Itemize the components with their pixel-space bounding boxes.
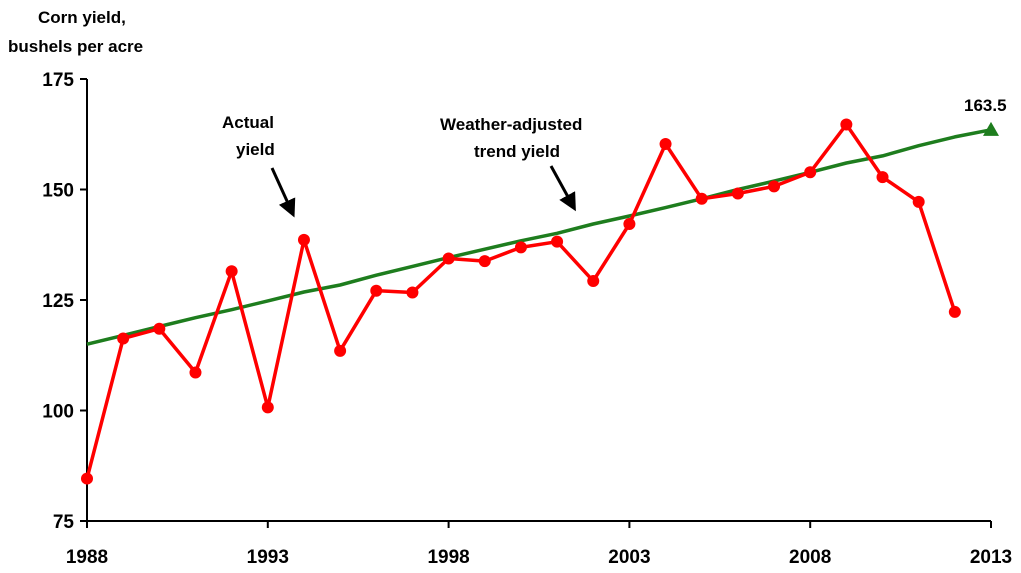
trend-yield-annotation: Weather-adjusted trend yield — [440, 115, 582, 212]
trend-yield-label-line-1: Weather-adjusted — [440, 115, 582, 134]
trend-yield-arrow — [549, 165, 576, 212]
actual-yield-point-1996 — [370, 284, 383, 297]
x-tick-label-2008: 2008 — [789, 547, 831, 568]
actual-yield-point-1998 — [442, 252, 455, 265]
y-tick-label-100: 100 — [42, 402, 74, 423]
x-tick-label-1988: 1988 — [66, 547, 108, 568]
actual-yield-point-2002 — [587, 274, 600, 287]
y-tick-label-175: 175 — [42, 70, 74, 91]
actual-yield-label-line-1: Actual — [222, 113, 274, 132]
actual-yield-point-2004 — [659, 137, 672, 150]
actual-yield-point-1989 — [117, 332, 130, 345]
actual-yield-point-1988 — [81, 472, 93, 485]
actual-yield-point-1997 — [406, 286, 419, 299]
actual-yield-point-2008 — [804, 166, 817, 179]
actual-yield-point-2006 — [731, 187, 744, 200]
trend-yield-label-line-2: trend yield — [474, 142, 560, 161]
x-tick-label-2003: 2003 — [608, 547, 650, 568]
actual-yield-point-2000 — [514, 241, 527, 254]
actual-yield-label-line-2: yield — [236, 140, 275, 159]
actual-yield-point-2009 — [840, 118, 853, 131]
tick-labels: 75 100 125 150 175 1988 1993 1998 2003 2008 2013 — [42, 70, 1012, 568]
trend-yield-end-marker — [983, 121, 999, 136]
y-axis-label-line-1: Corn yield, — [38, 8, 126, 27]
y-tick-label-125: 125 — [42, 291, 74, 312]
trend-yield-line — [86, 128, 992, 346]
x-tick-label-1993: 1993 — [247, 547, 289, 568]
actual-yield-line — [85, 122, 957, 480]
series-layer — [81, 118, 999, 485]
actual-yield-annotation: Actual yield — [222, 113, 296, 218]
actual-yield-arrow — [270, 167, 296, 218]
actual-yield-point-2010 — [876, 171, 889, 184]
actual-yield-point-1994 — [297, 233, 310, 246]
y-tick-label-75: 75 — [53, 512, 75, 533]
actual-yield-point-2007 — [768, 180, 781, 193]
actual-yield-point-1992 — [225, 265, 238, 278]
actual-yield-point-2012 — [948, 305, 961, 318]
actual-yield-point-2005 — [695, 192, 708, 205]
actual-yield-point-2011 — [912, 195, 925, 208]
actual-yield-point-1991 — [189, 366, 202, 379]
x-tick-label-2013: 2013 — [970, 547, 1012, 568]
actual-yield-point-1993 — [261, 401, 274, 414]
actual-yield-point-2001 — [551, 235, 564, 248]
actual-yield-point-1995 — [334, 344, 347, 357]
actual-yield-point-2003 — [623, 217, 636, 230]
axes — [80, 78, 992, 528]
actual-yield-point-1999 — [478, 255, 491, 268]
y-axis-label-line-2: bushels per acre — [8, 37, 143, 56]
end-value-label: 163.5 — [964, 96, 1007, 115]
actual-yield-point-1990 — [153, 322, 166, 335]
y-tick-label-150: 150 — [42, 181, 74, 202]
x-tick-label-1998: 1998 — [427, 547, 469, 568]
